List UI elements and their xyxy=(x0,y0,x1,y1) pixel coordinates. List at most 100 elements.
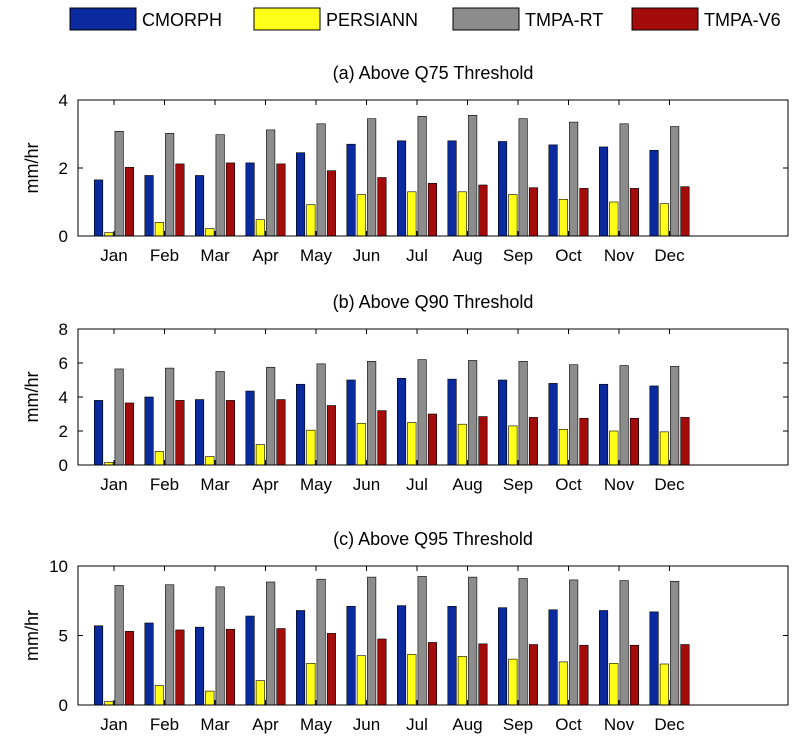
x-tick-label-sep: Sep xyxy=(503,475,533,494)
bar-tmpa-rt-oct xyxy=(569,364,579,466)
x-tick-label-jan: Jan xyxy=(100,715,127,734)
bar-persiann-jan xyxy=(104,701,114,706)
bar-persiann-dec xyxy=(659,203,669,237)
bar-persiann-aug xyxy=(457,423,467,466)
y-axis-label: mm/hr xyxy=(22,610,42,661)
bar-tmpa-rt-oct xyxy=(569,121,579,237)
bar-cmorph-oct xyxy=(548,144,558,237)
bar-tmpa-rt-apr xyxy=(266,581,276,706)
bar-persiann-jun xyxy=(356,194,366,237)
bar-tmpa-rt-jan xyxy=(114,130,124,237)
bar-tmpa-rt-aug xyxy=(468,576,478,706)
bar-persiann-feb xyxy=(154,222,164,237)
bar-cmorph-aug xyxy=(447,606,457,706)
bar-tmpa-rt-dec xyxy=(670,366,680,466)
bar-tmpa-v6-may xyxy=(326,405,337,466)
bar-tmpa-v6-sep xyxy=(528,417,539,466)
bar-tmpa-v6-nov xyxy=(629,644,640,706)
bar-tmpa-v6-jan xyxy=(124,631,134,706)
bar-persiann-mar xyxy=(205,690,215,706)
bar-tmpa-v6-apr xyxy=(276,163,286,237)
bar-cmorph-jul xyxy=(396,377,407,466)
bar-tmpa-rt-jul xyxy=(417,116,427,237)
y-axis-label: mm/hr xyxy=(22,143,42,194)
bar-cmorph-mar xyxy=(195,399,205,466)
bar-tmpa-rt-dec xyxy=(670,580,680,706)
bar-tmpa-rt-aug xyxy=(468,360,478,466)
bar-cmorph-jun xyxy=(346,379,356,466)
x-tick-label-dec: Dec xyxy=(654,475,685,494)
bar-cmorph-nov xyxy=(598,610,609,706)
x-tick-label-jan: Jan xyxy=(100,475,127,494)
y-tick-label: 0 xyxy=(59,227,68,246)
y-tick-label: 8 xyxy=(59,320,68,339)
bar-tmpa-rt-jan xyxy=(114,585,124,706)
bar-tmpa-v6-dec xyxy=(680,644,690,706)
bar-cmorph-jun xyxy=(346,606,356,706)
bar-cmorph-oct xyxy=(548,383,558,466)
y-axis-label: mm/hr xyxy=(22,372,42,423)
y-tick-label: 4 xyxy=(59,91,68,110)
legend-swatch-tmpa-rt xyxy=(452,7,520,31)
bar-tmpa-v6-jul xyxy=(427,183,438,237)
legend-label-cmorph: CMORPH xyxy=(142,10,222,30)
x-tick-label-mar: Mar xyxy=(200,715,230,734)
x-tick-label-oct: Oct xyxy=(555,715,582,734)
bar-tmpa-v6-jan xyxy=(124,402,134,466)
x-tick-label-jun: Jun xyxy=(353,246,380,265)
x-tick-label-jul: Jul xyxy=(406,246,428,265)
bar-tmpa-rt-feb xyxy=(165,133,175,237)
bar-persiann-oct xyxy=(558,198,568,237)
bar-tmpa-v6-jul xyxy=(427,413,438,466)
y-tick-label: 10 xyxy=(49,557,68,576)
bar-persiann-aug xyxy=(457,656,467,706)
bar-tmpa-rt-jul xyxy=(417,359,427,466)
bar-cmorph-oct xyxy=(548,609,558,706)
bar-persiann-jul xyxy=(407,422,417,466)
bar-cmorph-dec xyxy=(649,385,659,466)
x-tick-label-aug: Aug xyxy=(452,715,482,734)
bar-tmpa-rt-feb xyxy=(165,584,175,706)
bar-tmpa-rt-apr xyxy=(266,366,276,466)
bar-tmpa-rt-may xyxy=(316,123,326,237)
bar-cmorph-may xyxy=(295,383,306,466)
bar-cmorph-nov xyxy=(598,146,609,237)
bar-cmorph-feb xyxy=(144,175,154,237)
bar-tmpa-v6-oct xyxy=(579,188,589,237)
x-tick-label-aug: Aug xyxy=(452,475,482,494)
bar-tmpa-v6-jul xyxy=(427,642,438,706)
x-tick-label-may: May xyxy=(300,715,333,734)
y-tick-label: 0 xyxy=(59,456,68,475)
x-tick-label-feb: Feb xyxy=(150,475,179,494)
bar-persiann-apr xyxy=(255,680,265,706)
bar-persiann-oct xyxy=(558,428,568,466)
bar-tmpa-v6-may xyxy=(326,170,337,237)
bar-tmpa-rt-sep xyxy=(518,118,528,237)
bar-tmpa-rt-apr xyxy=(266,129,276,237)
bar-persiann-jun xyxy=(356,655,366,706)
bar-tmpa-v6-sep xyxy=(528,187,539,237)
bar-tmpa-v6-nov xyxy=(629,188,640,237)
x-tick-label-jan: Jan xyxy=(100,246,127,265)
x-tick-label-oct: Oct xyxy=(555,246,582,265)
legend: CMORPH PERSIANN TMPA-RT TMPA-V6 xyxy=(69,7,781,31)
bar-persiann-jun xyxy=(356,423,366,466)
bar-persiann-may xyxy=(306,662,316,706)
bar-tmpa-rt-sep xyxy=(518,578,528,706)
legend-label-persiann: PERSIANN xyxy=(326,10,418,30)
bar-persiann-mar xyxy=(205,456,215,466)
bar-cmorph-sep xyxy=(497,141,508,237)
bar-cmorph-feb xyxy=(144,396,154,466)
bar-persiann-mar xyxy=(205,228,215,237)
bar-persiann-jul xyxy=(407,191,417,237)
bar-tmpa-v6-jun xyxy=(377,177,387,237)
y-tick-label: 2 xyxy=(59,422,68,441)
bar-cmorph-dec xyxy=(649,611,659,706)
y-tick-label: 4 xyxy=(59,388,68,407)
bar-cmorph-jul xyxy=(396,140,407,237)
y-tick-label: 0 xyxy=(59,696,68,715)
axes-frame xyxy=(77,328,789,466)
x-tick-label-feb: Feb xyxy=(150,246,179,265)
bar-cmorph-jan xyxy=(94,400,104,466)
bar-tmpa-rt-mar xyxy=(215,134,225,237)
